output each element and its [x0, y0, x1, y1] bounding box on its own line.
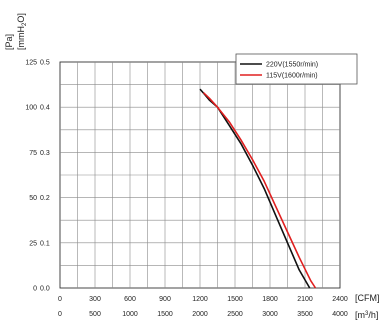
legend-label-115v: 115V(1600r/min)	[266, 73, 318, 80]
x-tick-label-cfm: 900	[159, 296, 171, 303]
x-tick-label-m3h: 3000	[262, 311, 278, 318]
x-tick-label-m3h: 1500	[157, 311, 173, 318]
x-axis-secondary-label: [m3/h]	[355, 310, 378, 320]
x-tick-label-cfm: 1500	[227, 296, 243, 303]
x-tick-label-m3h: 2000	[192, 311, 208, 318]
x-tick-label-m3h: 0	[58, 311, 62, 318]
y-tick-label-inh2o: 0.1	[40, 240, 50, 247]
x-tick-label-cfm: 300	[89, 296, 101, 303]
y-axis-secondary-label: [mmH2O]	[16, 13, 28, 50]
x-tick-label-cfm: 600	[124, 296, 136, 303]
y-tick-label-inh2o: 0.3	[40, 150, 50, 157]
x-tick-label-m3h: 500	[89, 311, 101, 318]
x-tick-label-cfm: 0	[58, 296, 62, 303]
x-tick-label-m3h: 3500	[297, 311, 313, 318]
y-tick-label-pa: 50	[29, 195, 37, 202]
chart-series-group	[199, 88, 317, 289]
x-tick-label-cfm: 2400	[332, 296, 348, 303]
y-tick-label-pa: 0	[33, 286, 37, 293]
x-tick-label-m3h: 4000	[332, 311, 348, 318]
y-tick-label-pa: 100	[25, 105, 37, 112]
legend-box	[235, 53, 358, 85]
y-tick-label-pa: 25	[29, 240, 37, 247]
series-line-220v	[199, 88, 311, 289]
y-tick-label-inh2o: 0.4	[40, 105, 50, 112]
x-tick-label-cfm: 1200	[192, 296, 208, 303]
chart-legend: 220V(1550r/min) 115V(1600r/min)	[235, 53, 358, 85]
y-tick-label-inh2o: 0.0	[40, 286, 50, 293]
series-line-115v	[202, 92, 317, 289]
x-tick-label-cfm: 1800	[262, 296, 278, 303]
x-tick-label-m3h: 2500	[227, 311, 243, 318]
y-tick-label-inh2o: 0.2	[40, 195, 50, 202]
y-tick-label-pa: 125	[25, 60, 37, 67]
y-tick-label-inh2o: 0.5	[40, 60, 50, 67]
x-tick-label-m3h: 1000	[122, 311, 138, 318]
y-tick-label-pa: 75	[29, 150, 37, 157]
legend-label-220v: 220V(1550r/min)	[266, 62, 318, 69]
x-tick-label-cfm: 2100	[297, 296, 313, 303]
chart-grid	[59, 61, 341, 289]
x-axis-primary-label: [CFM]	[355, 293, 380, 303]
y-axis-primary-label: [Pa]	[4, 34, 14, 50]
